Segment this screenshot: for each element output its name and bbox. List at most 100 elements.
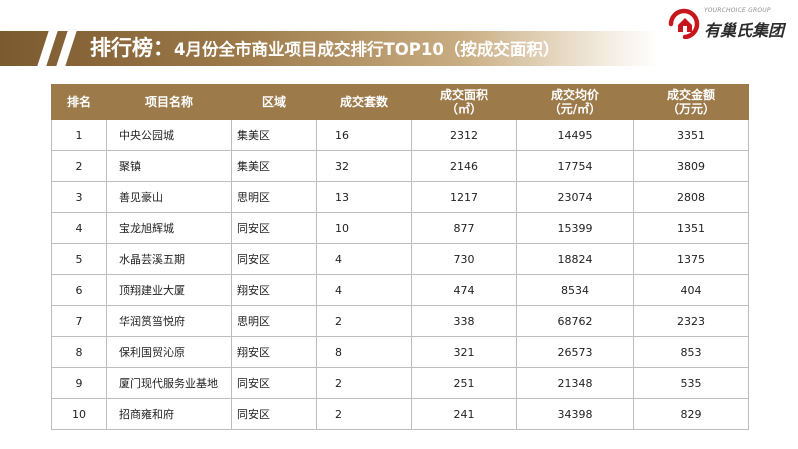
cell-project-name: 招商雍和府 bbox=[106, 398, 232, 430]
cell-district: 集美区 bbox=[231, 119, 317, 151]
header-project-name: 项目名称 bbox=[106, 84, 232, 120]
cell-amount: 2808 bbox=[633, 181, 749, 213]
cell-district: 同安区 bbox=[231, 212, 317, 244]
cell-project-name: 善见豪山 bbox=[106, 181, 232, 213]
cell-price: 17754 bbox=[516, 150, 634, 182]
cell-rank: 6 bbox=[51, 274, 107, 306]
cell-project-name: 中央公园城 bbox=[106, 119, 232, 151]
cell-rank: 2 bbox=[51, 150, 107, 182]
title-bar bbox=[0, 31, 658, 66]
page-title-sub: 4月份全市商业项目成交排行TOP10（按成交面积） bbox=[174, 40, 560, 59]
table-row: 4 宝龙旭辉城 同安区 10 877 15399 1351 bbox=[51, 212, 749, 244]
cell-amount: 829 bbox=[633, 398, 749, 430]
cell-units: 2 bbox=[316, 305, 412, 337]
table-header-row: 排名 项目名称 区域 成交套数 成交面积 （㎡） 成交均价 （元/㎡） 成交金额 （万… bbox=[51, 84, 749, 120]
header-area-label: 成交面积 bbox=[439, 88, 488, 102]
cell-rank: 3 bbox=[51, 181, 107, 213]
header-area-unit: （㎡） bbox=[445, 102, 482, 116]
page-title: 排行榜：4月份全市商业项目成交排行TOP10（按成交面积） bbox=[90, 31, 559, 66]
cell-amount: 3809 bbox=[633, 150, 749, 182]
cell-project-name: 宝龙旭辉城 bbox=[106, 212, 232, 244]
cell-rank: 4 bbox=[51, 212, 107, 244]
cell-amount: 853 bbox=[633, 336, 749, 368]
cell-units: 32 bbox=[316, 150, 412, 182]
cell-district: 思明区 bbox=[231, 181, 317, 213]
cell-amount: 2323 bbox=[633, 305, 749, 337]
cell-district: 同安区 bbox=[231, 367, 317, 399]
cell-units: 10 bbox=[316, 212, 412, 244]
cell-price: 18824 bbox=[516, 243, 634, 275]
table-row: 8 保利国贸沁原 翔安区 8 321 26573 853 bbox=[51, 336, 749, 368]
cell-area: 474 bbox=[411, 274, 517, 306]
house-swirl-icon bbox=[668, 8, 700, 39]
cell-project-name: 保利国贸沁原 bbox=[106, 336, 232, 368]
cell-area: 2146 bbox=[411, 150, 517, 182]
cell-district: 同安区 bbox=[231, 398, 317, 430]
cell-rank: 8 bbox=[51, 336, 107, 368]
header-price-label: 成交均价 bbox=[550, 88, 599, 102]
table-row: 7 华润筼筜悦府 思明区 2 338 68762 2323 bbox=[51, 305, 749, 337]
cell-units: 4 bbox=[316, 243, 412, 275]
cell-units: 4 bbox=[316, 274, 412, 306]
header-area: 成交面积 （㎡） bbox=[411, 84, 517, 120]
cell-price: 15399 bbox=[516, 212, 634, 244]
cell-amount: 404 bbox=[633, 274, 749, 306]
header-amount-unit: （万元） bbox=[666, 102, 715, 116]
logo-english-text: YOURCHOICE GROUP bbox=[704, 7, 771, 14]
cell-area: 877 bbox=[411, 212, 517, 244]
cell-area: 338 bbox=[411, 305, 517, 337]
cell-units: 13 bbox=[316, 181, 412, 213]
table-row: 2 聚镇 集美区 32 2146 17754 3809 bbox=[51, 150, 749, 182]
cell-price: 34398 bbox=[516, 398, 634, 430]
cell-project-name: 华润筼筜悦府 bbox=[106, 305, 232, 337]
cell-area: 241 bbox=[411, 398, 517, 430]
table-row: 3 善见豪山 思明区 13 1217 23074 2808 bbox=[51, 181, 749, 213]
header-amount: 成交金额 （万元） bbox=[633, 84, 749, 120]
table-row: 6 顶翔建业大厦 翔安区 4 474 8534 404 bbox=[51, 274, 749, 306]
header-amount-label: 成交金额 bbox=[666, 88, 715, 102]
cell-price: 14495 bbox=[516, 119, 634, 151]
cell-price: 23074 bbox=[516, 181, 634, 213]
cell-area: 321 bbox=[411, 336, 517, 368]
cell-rank: 10 bbox=[51, 398, 107, 430]
cell-amount: 1351 bbox=[633, 212, 749, 244]
cell-area: 1217 bbox=[411, 181, 517, 213]
company-logo: YOURCHOICE GROUP 有巢氏集团 bbox=[668, 5, 794, 41]
cell-units: 2 bbox=[316, 367, 412, 399]
cell-district: 翔安区 bbox=[231, 336, 317, 368]
cell-area: 2312 bbox=[411, 119, 517, 151]
page-title-main: 排行榜： bbox=[90, 36, 174, 60]
header-district: 区域 bbox=[231, 84, 317, 120]
cell-units: 2 bbox=[316, 398, 412, 430]
header-price-unit: （元/㎡） bbox=[548, 102, 602, 116]
cell-project-name: 聚镇 bbox=[106, 150, 232, 182]
cell-district: 集美区 bbox=[231, 150, 317, 182]
cell-amount: 535 bbox=[633, 367, 749, 399]
cell-rank: 1 bbox=[51, 119, 107, 151]
table-row: 9 厦门现代服务业基地 同安区 2 251 21348 535 bbox=[51, 367, 749, 399]
table-row: 10 招商雍和府 同安区 2 241 34398 829 bbox=[51, 398, 749, 430]
cell-project-name: 水晶芸溪五期 bbox=[106, 243, 232, 275]
cell-price: 26573 bbox=[516, 336, 634, 368]
cell-rank: 9 bbox=[51, 367, 107, 399]
cell-amount: 1375 bbox=[633, 243, 749, 275]
cell-area: 251 bbox=[411, 367, 517, 399]
cell-area: 730 bbox=[411, 243, 517, 275]
logo-chinese-text: 有巢氏集团 bbox=[704, 21, 785, 40]
cell-rank: 5 bbox=[51, 243, 107, 275]
cell-price: 21348 bbox=[516, 367, 634, 399]
cell-district: 同安区 bbox=[231, 243, 317, 275]
cell-units: 16 bbox=[316, 119, 412, 151]
table-row: 1 中央公园城 集美区 16 2312 14495 3351 bbox=[51, 119, 749, 151]
header-rank: 排名 bbox=[51, 84, 107, 120]
cell-rank: 7 bbox=[51, 305, 107, 337]
header-price: 成交均价 （元/㎡） bbox=[516, 84, 634, 120]
cell-district: 翔安区 bbox=[231, 274, 317, 306]
ranking-table: 排名 项目名称 区域 成交套数 成交面积 （㎡） 成交均价 （元/㎡） 成交金额 （万… bbox=[51, 84, 749, 430]
cell-price: 68762 bbox=[516, 305, 634, 337]
header-units: 成交套数 bbox=[316, 84, 412, 120]
cell-amount: 3351 bbox=[633, 119, 749, 151]
cell-project-name: 厦门现代服务业基地 bbox=[106, 367, 232, 399]
cell-project-name: 顶翔建业大厦 bbox=[106, 274, 232, 306]
cell-price: 8534 bbox=[516, 274, 634, 306]
